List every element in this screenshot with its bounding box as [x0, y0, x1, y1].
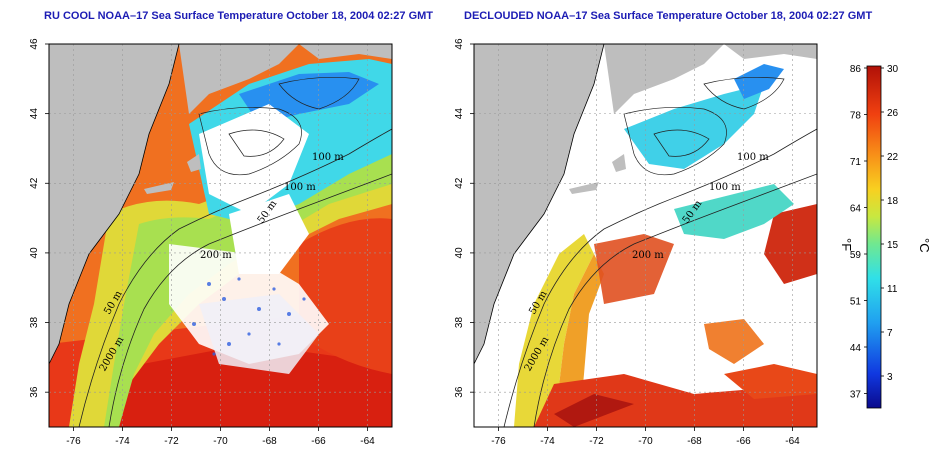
celsius-tick-label: 3 — [887, 372, 893, 383]
x-tick-label: -68 — [262, 436, 277, 447]
celsius-tick-label: 7 — [887, 328, 893, 339]
contour-label: 100 m — [284, 182, 316, 193]
grid-declouded — [474, 43, 817, 427]
x-tick-label: -64 — [785, 436, 800, 447]
y-tick-label: 36 — [454, 386, 465, 398]
fahrenheit-tick-label: 78 — [850, 111, 862, 122]
fahrenheit-tick-label: 37 — [850, 390, 862, 401]
y-tick-label: 42 — [29, 177, 40, 189]
fahrenheit-tick-label: 59 — [850, 250, 862, 261]
y-tick-label: 44 — [454, 108, 465, 120]
axes-declouded: -76 -74 -72 -70 -68 -66 -64 36 38 40 42 44 46 — [454, 38, 800, 447]
celsius-tick-label: 30 — [887, 64, 899, 75]
x-tick-label: -66 — [736, 436, 751, 447]
x-tick-label: -70 — [638, 436, 653, 447]
fahrenheit-tick-label: 86 — [850, 64, 862, 75]
y-tick-label: 44 — [29, 108, 40, 120]
x-tick-label: -76 — [491, 436, 506, 447]
contour-label: 100 m — [737, 152, 769, 163]
x-tick-label: -72 — [164, 436, 179, 447]
x-tick-label: -76 — [66, 436, 81, 447]
grid-raw — [49, 43, 392, 427]
y-tick-label: 40 — [29, 247, 40, 259]
y-tick-label: 46 — [29, 38, 40, 50]
fahrenheit-tick-label: 64 — [850, 204, 862, 215]
fahrenheit-unit-label: °F — [839, 238, 854, 251]
celsius-tick-label: 15 — [887, 240, 899, 251]
x-tick-label: -72 — [589, 436, 604, 447]
x-tick-label: -68 — [687, 436, 702, 447]
contour-label: 100 m — [709, 182, 741, 193]
y-tick-label: 36 — [29, 386, 40, 398]
y-tick-label: 46 — [454, 38, 465, 50]
y-tick-label: 40 — [454, 247, 465, 259]
fahrenheit-tick-label: 51 — [850, 297, 862, 308]
celsius-tick-label: 26 — [887, 108, 899, 119]
celsius-tick-label: 22 — [887, 152, 899, 163]
celsius-unit-label: °C — [917, 238, 932, 253]
celsius-tick-label: 11 — [887, 284, 898, 295]
x-tick-label: -74 — [115, 436, 130, 447]
axes-raw: -76 -74 -72 -70 -68 -66 -64 36 38 40 42 44 46 — [29, 38, 375, 447]
x-tick-label: -74 — [540, 436, 555, 447]
colorbar-ticks: 86 78 71 64 59 51 44 37 30 26 22 18 15 11 7 3 — [850, 64, 899, 401]
x-tick-label: -64 — [360, 436, 375, 447]
y-tick-label: 38 — [29, 317, 40, 329]
contour-label: 200 m — [632, 250, 664, 261]
contour-label: 100 m — [312, 152, 344, 163]
y-tick-label: 38 — [454, 317, 465, 329]
celsius-tick-label: 18 — [887, 196, 899, 207]
y-tick-label: 42 — [454, 177, 465, 189]
colorbar — [866, 65, 882, 409]
panel-title-declouded: DECLOUDED NOAA–17 Sea Surface Temperatur… — [464, 10, 873, 22]
x-tick-label: -66 — [311, 436, 326, 447]
fahrenheit-tick-label: 44 — [850, 343, 862, 354]
x-tick-label: -70 — [213, 436, 228, 447]
contour-label: 200 m — [200, 250, 232, 261]
fahrenheit-tick-label: 71 — [850, 157, 862, 168]
panel-title-raw: RU COOL NOAA–17 Sea Surface Temperature … — [44, 10, 434, 22]
